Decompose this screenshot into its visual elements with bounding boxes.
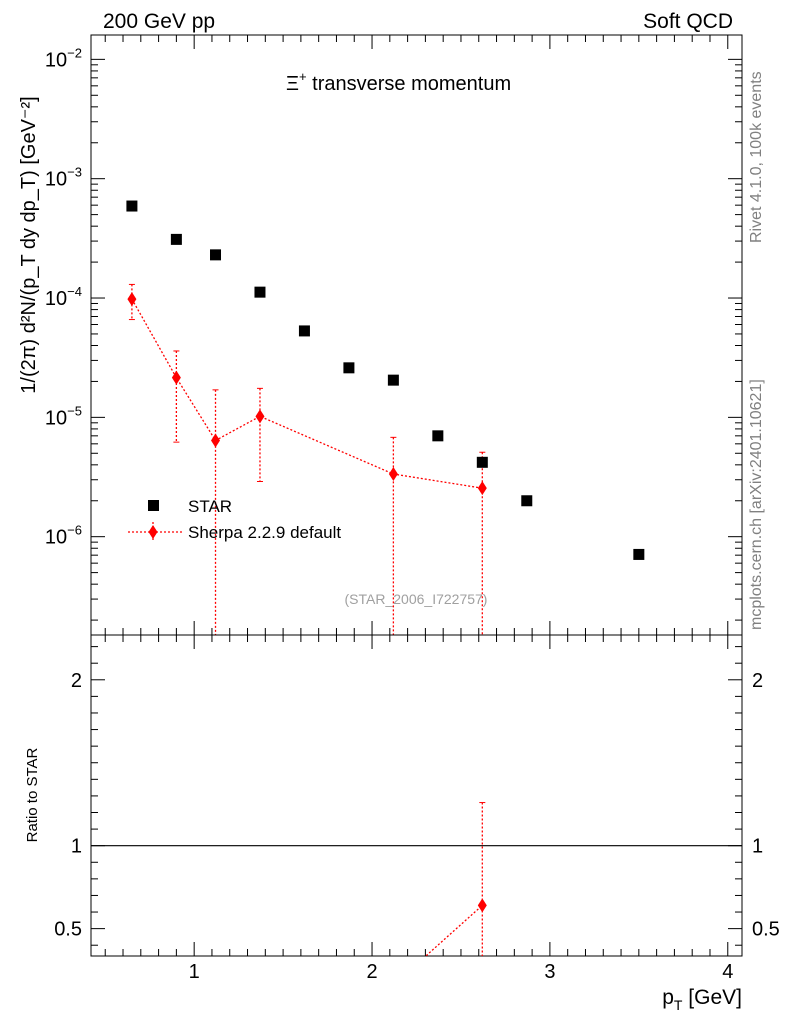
ratio-tick-labels: 0.5 0.5 1 1 2 2 bbox=[54, 670, 780, 941]
rivet-label: Rivet 4.1.0, 100k events bbox=[748, 71, 765, 243]
legend-star-marker bbox=[148, 500, 159, 511]
xlabel-unit: [GeV] bbox=[682, 986, 742, 1009]
sherpa-point bbox=[255, 409, 265, 424]
xtick-label: 1 bbox=[189, 961, 200, 983]
ratio-ytick-label-right: 0.5 bbox=[752, 919, 780, 941]
xlabel-sub: T bbox=[674, 997, 683, 1013]
star-point bbox=[633, 548, 645, 560]
ytick-exponent: −6 bbox=[67, 523, 82, 538]
ytick-exponent: −2 bbox=[67, 45, 82, 60]
ratio-ytick-label-right: 2 bbox=[752, 670, 763, 692]
ratio-ytick-label-left: 1 bbox=[71, 836, 82, 858]
xtick-label: 3 bbox=[544, 961, 555, 983]
legend-sherpa-marker bbox=[148, 525, 158, 539]
star-point bbox=[210, 249, 222, 261]
x-tick-labels: 1 2 3 4 bbox=[189, 961, 734, 983]
title-sup: + bbox=[299, 69, 307, 84]
ratio-ytick-label-left: 0.5 bbox=[54, 919, 82, 941]
star-point bbox=[432, 430, 444, 442]
title-rest: transverse momentum bbox=[307, 73, 512, 95]
ytick-base: 10 bbox=[45, 169, 67, 191]
sherpa-point bbox=[171, 370, 181, 385]
ratio-frame bbox=[90, 634, 743, 957]
sherpa-point bbox=[477, 481, 487, 496]
ytick-exponent: −4 bbox=[67, 284, 82, 299]
x-axis-label: pT [GeV] bbox=[662, 986, 742, 1013]
ratio-ytick-label-left: 2 bbox=[71, 670, 82, 692]
main-ticks bbox=[91, 35, 742, 635]
ratio-ytick-label-right: 1 bbox=[752, 836, 763, 858]
star-point bbox=[387, 374, 399, 386]
xtick-label: 2 bbox=[366, 961, 377, 983]
watermark: (STAR_2006_I722757) bbox=[345, 591, 488, 607]
ytick-base: 10 bbox=[45, 527, 67, 549]
main-data bbox=[126, 200, 645, 635]
star-point bbox=[476, 456, 488, 468]
sherpa-point bbox=[211, 433, 221, 448]
sherpa-point bbox=[388, 467, 398, 482]
ratio-ylabel: Ratio to STAR bbox=[24, 747, 41, 842]
title-xi: Ξ bbox=[286, 73, 299, 95]
ytick-exponent: −3 bbox=[67, 165, 82, 180]
ratio-point bbox=[477, 898, 487, 913]
star-point bbox=[298, 325, 310, 337]
legend: STAR Sherpa 2.2.9 default bbox=[128, 497, 341, 542]
star-point bbox=[254, 286, 266, 298]
xlabel-p: p bbox=[662, 986, 674, 1009]
star-point bbox=[170, 233, 182, 245]
star-point bbox=[343, 362, 355, 374]
main-ytick-label: 10−3 bbox=[45, 165, 82, 191]
main-ytick-label: 10−5 bbox=[45, 403, 82, 429]
ratio-line bbox=[424, 904, 483, 956]
ytick-base: 10 bbox=[45, 288, 67, 310]
star-point bbox=[126, 200, 138, 212]
main-panel: 10−610−510−410−310−2 Ξ+ transverse momen… bbox=[18, 34, 743, 636]
ytick-base: 10 bbox=[45, 407, 67, 429]
main-ytick-labels: 10−610−510−410−310−2 bbox=[45, 45, 82, 548]
ytick-base: 10 bbox=[45, 49, 67, 71]
ratio-panel: 0.5 0.5 1 1 2 2 1 2 3 4 Ratio to STAR pT [GeV] bbox=[24, 634, 780, 1013]
main-ylabel: 1/(2π) d²N/(p_T dy dp_T) [GeV⁻²] bbox=[18, 96, 40, 393]
ratio-ticks bbox=[91, 635, 742, 956]
ytick-exponent: −5 bbox=[67, 403, 82, 418]
main-ytick-label: 10−2 bbox=[45, 45, 82, 71]
main-ytick-label: 10−6 bbox=[45, 523, 82, 549]
star-point bbox=[521, 495, 533, 507]
main-frame bbox=[90, 34, 743, 636]
legend-star-label: STAR bbox=[188, 497, 232, 516]
mcplots-label: mcplots.cern.ch [arXiv:2401.10621] bbox=[748, 379, 765, 630]
header-left: 200 GeV pp bbox=[103, 10, 215, 33]
sherpa-point bbox=[127, 292, 137, 307]
header-right: Soft QCD bbox=[643, 10, 733, 33]
ratio-data bbox=[424, 802, 487, 956]
main-title: Ξ+ transverse momentum bbox=[286, 69, 511, 95]
xtick-label: 4 bbox=[722, 961, 733, 983]
sherpa-line bbox=[131, 298, 483, 489]
legend-sherpa-label: Sherpa 2.2.9 default bbox=[188, 523, 341, 542]
main-ytick-label: 10−4 bbox=[45, 284, 82, 310]
